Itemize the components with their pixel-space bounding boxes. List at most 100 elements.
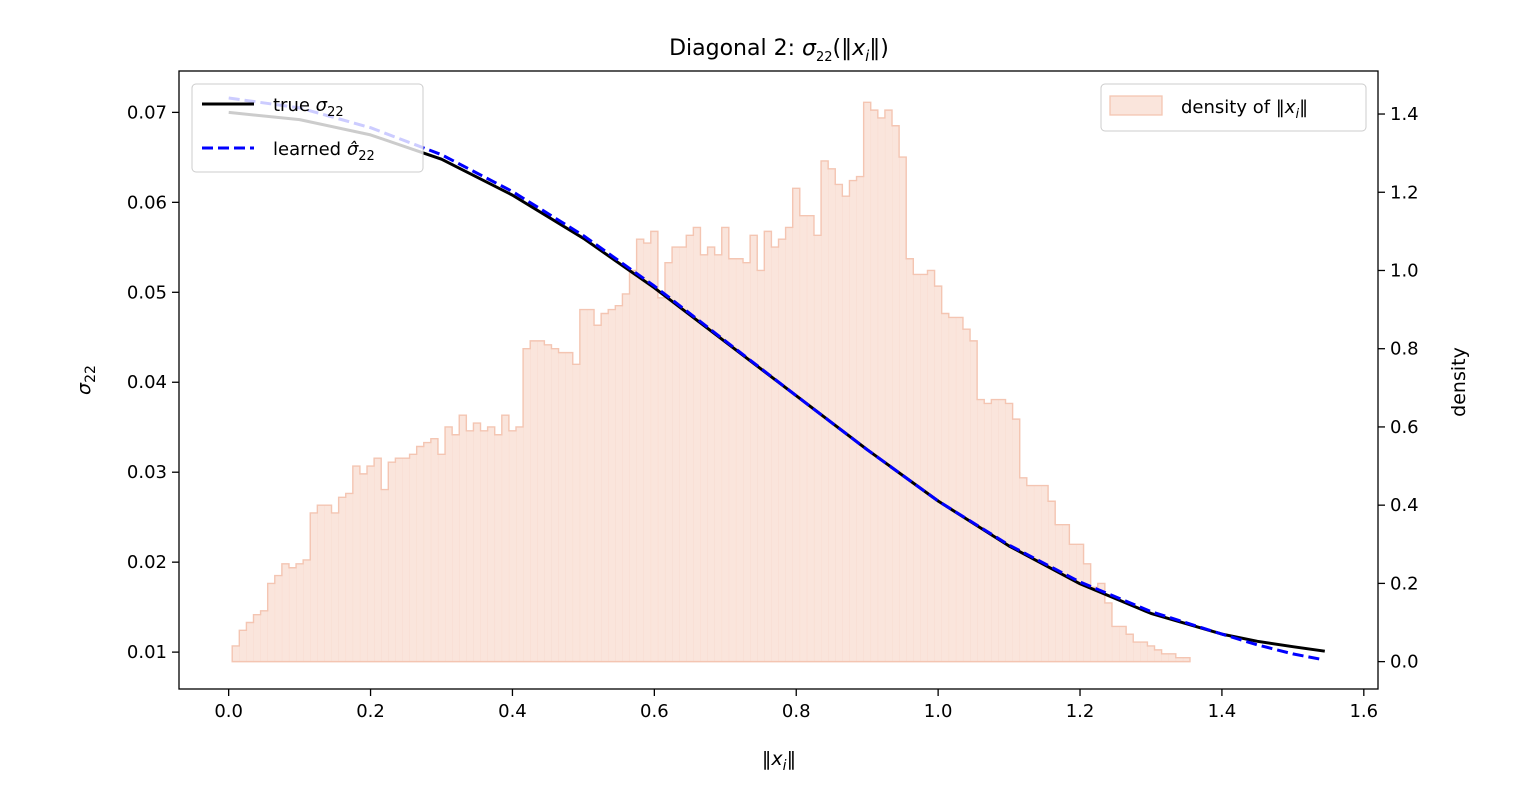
y-tick-label: 0.01 xyxy=(127,642,167,663)
histogram-bin xyxy=(1076,544,1084,662)
histogram-bin xyxy=(466,430,474,662)
histogram-bin xyxy=(1168,653,1177,662)
histogram-bin xyxy=(821,160,829,662)
histogram-bin xyxy=(508,430,517,662)
histogram-bin xyxy=(934,286,942,662)
histogram-bin xyxy=(970,340,978,662)
histogram-bin xyxy=(1033,485,1042,662)
histogram-bin xyxy=(799,215,808,662)
histogram-bin xyxy=(1175,657,1184,662)
x-tick-label: 0.0 xyxy=(214,701,243,722)
histogram-bin xyxy=(657,297,666,662)
histogram-bin xyxy=(962,329,971,662)
histogram-bin xyxy=(416,446,425,662)
histogram-bin xyxy=(955,317,964,662)
histogram-bin xyxy=(1119,626,1127,662)
x-tick-label: 0.4 xyxy=(498,701,527,722)
histogram-bin xyxy=(374,458,382,662)
histogram-layer xyxy=(231,101,1191,663)
histogram-bin xyxy=(1111,626,1120,662)
histogram-bin xyxy=(239,630,247,662)
histogram-bin xyxy=(927,270,935,662)
histogram-bin xyxy=(267,583,276,662)
y2-ticks: 0.0 0.2 0.4 0.6 0.8 1.0 1.2 1.4 xyxy=(1378,104,1419,673)
legend-learned-label: learned σ̂22 xyxy=(273,139,375,164)
histogram-bin xyxy=(303,559,311,662)
y2-tick-label: 1.0 xyxy=(1390,260,1419,281)
histogram-bin xyxy=(835,184,843,662)
histogram-bin xyxy=(544,344,552,662)
histogram-bin xyxy=(1041,485,1049,662)
histogram-bin xyxy=(1090,587,1099,662)
histogram-bin xyxy=(913,274,921,662)
y2-tick-label: 1.4 xyxy=(1390,104,1419,125)
histogram-bin xyxy=(260,610,268,662)
histogram-bin xyxy=(480,430,488,662)
histogram-bin xyxy=(1154,649,1162,662)
lines-layer xyxy=(228,96,1326,661)
histogram-bin xyxy=(920,274,928,662)
histogram-bin xyxy=(1048,501,1056,662)
histogram-bin xyxy=(430,438,439,662)
legend-left: true σ22 learned σ̂22 xyxy=(191,83,424,173)
histogram-bin xyxy=(1104,602,1113,662)
histogram-bin xyxy=(892,125,900,662)
x-tick-label: 1.0 xyxy=(924,701,953,722)
histogram-bin xyxy=(643,243,652,662)
histogram-bin xyxy=(523,348,531,662)
histogram-bin xyxy=(1097,583,1106,662)
histogram-bin xyxy=(1126,634,1134,662)
y-tick-label: 0.03 xyxy=(127,462,167,483)
histogram-bin xyxy=(1069,544,1077,662)
y-tick-label: 0.05 xyxy=(127,282,167,303)
histogram-bin xyxy=(1083,563,1091,662)
histogram-bin xyxy=(459,415,467,662)
histogram-bin xyxy=(700,254,708,662)
histogram-bin xyxy=(331,512,339,662)
histogram-bin xyxy=(501,415,510,662)
histogram-bin xyxy=(849,180,857,662)
histogram-bin xyxy=(792,188,801,662)
histogram-bin xyxy=(813,235,822,662)
x-tick-label: 1.2 xyxy=(1066,701,1095,722)
histogram-bin xyxy=(515,426,524,662)
chart-title: Diagonal 2: σ22(‖xi‖) xyxy=(669,36,889,65)
legend-left-box xyxy=(191,83,424,173)
histogram-bin xyxy=(288,567,297,662)
histogram-bin xyxy=(402,458,410,662)
histogram-bin xyxy=(586,309,595,662)
histogram-bin xyxy=(941,313,950,662)
histogram-bin xyxy=(395,458,403,662)
histogram-bin xyxy=(473,423,481,662)
y-tick-label: 0.06 xyxy=(127,192,167,213)
y-tick-label: 0.04 xyxy=(127,372,167,393)
histogram-bin xyxy=(452,434,460,662)
histogram-bin xyxy=(423,442,432,662)
histogram-bin xyxy=(572,364,581,662)
histogram-bin xyxy=(367,466,375,662)
histogram-bin xyxy=(579,309,588,662)
histogram-bin xyxy=(622,293,630,662)
x-tick-label: 1.6 xyxy=(1349,701,1378,722)
histogram-bin xyxy=(324,505,332,662)
histogram-bin xyxy=(345,493,354,662)
histogram-bin xyxy=(735,258,744,662)
histogram-bin xyxy=(409,454,417,662)
histogram-bin xyxy=(253,614,261,662)
histogram-bin xyxy=(743,262,751,662)
histogram-bin xyxy=(998,399,1006,662)
histogram-bin xyxy=(594,325,602,662)
y-tick-label: 0.07 xyxy=(127,102,167,123)
histogram-bin xyxy=(1005,403,1013,662)
histogram-bin xyxy=(870,110,879,662)
histogram-bin xyxy=(1133,642,1141,662)
histogram-bin xyxy=(1012,419,1021,662)
x-tick-label: 0.8 xyxy=(782,701,811,722)
histogram-bin xyxy=(310,512,318,662)
histogram-bin xyxy=(246,622,254,662)
histogram-bin xyxy=(487,426,496,662)
histogram-bin xyxy=(650,231,659,662)
histogram-bin xyxy=(565,352,574,662)
histogram-bin xyxy=(274,575,283,662)
histogram-bin xyxy=(863,102,872,662)
